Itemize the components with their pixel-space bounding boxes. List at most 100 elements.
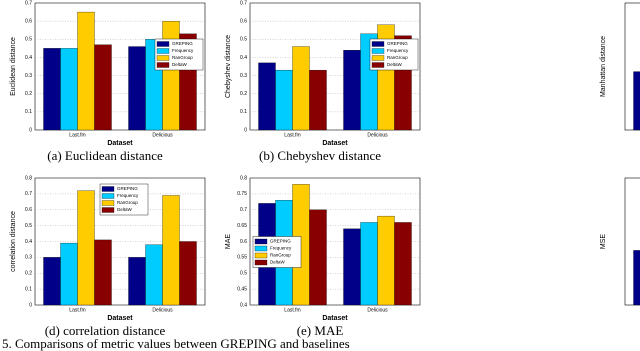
legend-swatch <box>101 186 115 192</box>
legend-label: Frequency <box>387 48 409 53</box>
legend-swatch <box>254 245 268 252</box>
y-tick-label: 0.2 <box>240 91 247 97</box>
y-tick-label: 0.55 <box>237 255 247 261</box>
bar <box>60 48 78 131</box>
y-axis-label: Manhattan distance <box>600 36 607 97</box>
x-tick-label: Last.fm <box>284 132 300 138</box>
y-tick-label: 0.65 <box>237 223 247 229</box>
bar <box>145 244 163 306</box>
bar <box>343 50 361 131</box>
bar <box>77 11 95 131</box>
legend-label: Frequency <box>270 246 292 251</box>
legend-swatch <box>156 41 170 47</box>
x-tick-label: Delicious <box>152 132 173 138</box>
y-tick-label: 0.7 <box>240 207 247 213</box>
x-tick-label: Last.fm <box>69 132 85 138</box>
y-tick-label: 0.5 <box>240 37 247 43</box>
figure-caption: 5. Comparisons of metric values between … <box>2 336 350 351</box>
y-tick-label: 0.8 <box>240 175 247 181</box>
bar <box>633 250 640 306</box>
legend-swatch <box>254 252 268 259</box>
panel-caption: (a) Euclidean distance <box>47 148 163 163</box>
x-axis-label: Dataset <box>107 140 133 147</box>
legend-swatch <box>371 48 385 54</box>
y-axis-label: Euclidean distance <box>10 37 17 96</box>
bar <box>179 241 197 306</box>
x-tick-label: Last.fm <box>69 307 85 313</box>
y-tick-label: 0.6 <box>25 18 32 24</box>
bar <box>94 239 112 306</box>
x-axis-label: Dataset <box>322 140 348 147</box>
legend-swatch <box>254 238 268 245</box>
legend-swatch <box>101 207 115 213</box>
bar <box>292 46 310 131</box>
y-tick-label: 0.3 <box>240 73 247 79</box>
y-tick-label: 0.2 <box>25 91 32 97</box>
panel-caption: (e) MAE <box>297 323 344 338</box>
legend-label: RanGroup <box>270 253 291 258</box>
y-tick-label: 0.5 <box>25 223 32 229</box>
x-tick-label: Delicious <box>367 132 388 138</box>
y-tick-label: 0 <box>244 127 247 133</box>
bar <box>343 228 361 306</box>
bar <box>394 222 412 306</box>
y-tick-label: 0.6 <box>240 18 247 24</box>
y-tick-label: 0.45 <box>237 286 247 292</box>
y-tick-label: 0.7 <box>240 0 247 6</box>
y-tick-label: 0.8 <box>25 175 32 181</box>
legend-label: GREPING <box>117 186 138 191</box>
legend-swatch <box>371 62 385 68</box>
legend-swatch <box>156 48 170 54</box>
y-tick-label: 0 <box>29 127 32 133</box>
y-tick-label: 0.4 <box>25 55 32 61</box>
legend-swatch <box>101 200 115 206</box>
legend-label: GREPING <box>270 239 291 244</box>
bar <box>162 20 180 131</box>
y-tick-label: 0.3 <box>25 255 32 261</box>
legend-label: GREPING <box>387 41 408 46</box>
legend-label: DeltaW <box>117 207 133 212</box>
panel-caption: (d) correlation distance <box>45 323 166 338</box>
x-axis-label: Dataset <box>107 315 133 322</box>
legend-label: GREPING <box>172 41 193 46</box>
y-tick-label: 0.1 <box>25 109 32 115</box>
y-tick-label: 0.4 <box>240 302 247 308</box>
x-tick-label: Delicious <box>152 307 173 313</box>
bar <box>258 62 276 131</box>
bar <box>377 215 395 306</box>
bar <box>633 71 640 131</box>
bar <box>43 48 61 131</box>
y-tick-label: 0.4 <box>25 239 32 245</box>
legend-swatch <box>254 259 268 266</box>
legend-label: RanGroup <box>387 55 408 60</box>
legend-label: RanGroup <box>117 200 138 205</box>
panel-caption: (b) Chebyshev distance <box>259 148 381 163</box>
y-axis-label: MSE <box>600 234 607 250</box>
legend-swatch <box>371 41 385 47</box>
y-axis-label: MAE <box>225 234 232 250</box>
x-axis-label: Dataset <box>322 315 348 322</box>
bar <box>128 257 146 306</box>
bar <box>309 69 327 131</box>
legend-swatch <box>156 62 170 68</box>
bar <box>309 209 327 306</box>
legend-label: DeltaW <box>172 62 188 67</box>
y-tick-label: 0.7 <box>25 191 32 197</box>
y-tick-label: 0.6 <box>240 239 247 245</box>
y-axis-label: correlation distance <box>10 211 17 272</box>
bar <box>43 257 61 306</box>
bar <box>60 242 78 306</box>
legend-label: DeltaW <box>387 62 403 67</box>
bar <box>360 222 378 306</box>
y-tick-label: 0.5 <box>25 37 32 43</box>
legend-swatch <box>371 55 385 61</box>
x-tick-label: Delicious <box>367 307 388 313</box>
y-tick-label: 0.75 <box>237 191 247 197</box>
y-tick-label: 0.1 <box>25 286 32 292</box>
y-tick-label: 0.4 <box>240 55 247 61</box>
y-tick-label: 0.1 <box>240 109 247 115</box>
bar <box>77 190 95 306</box>
x-tick-label: Last.fm <box>284 307 300 313</box>
